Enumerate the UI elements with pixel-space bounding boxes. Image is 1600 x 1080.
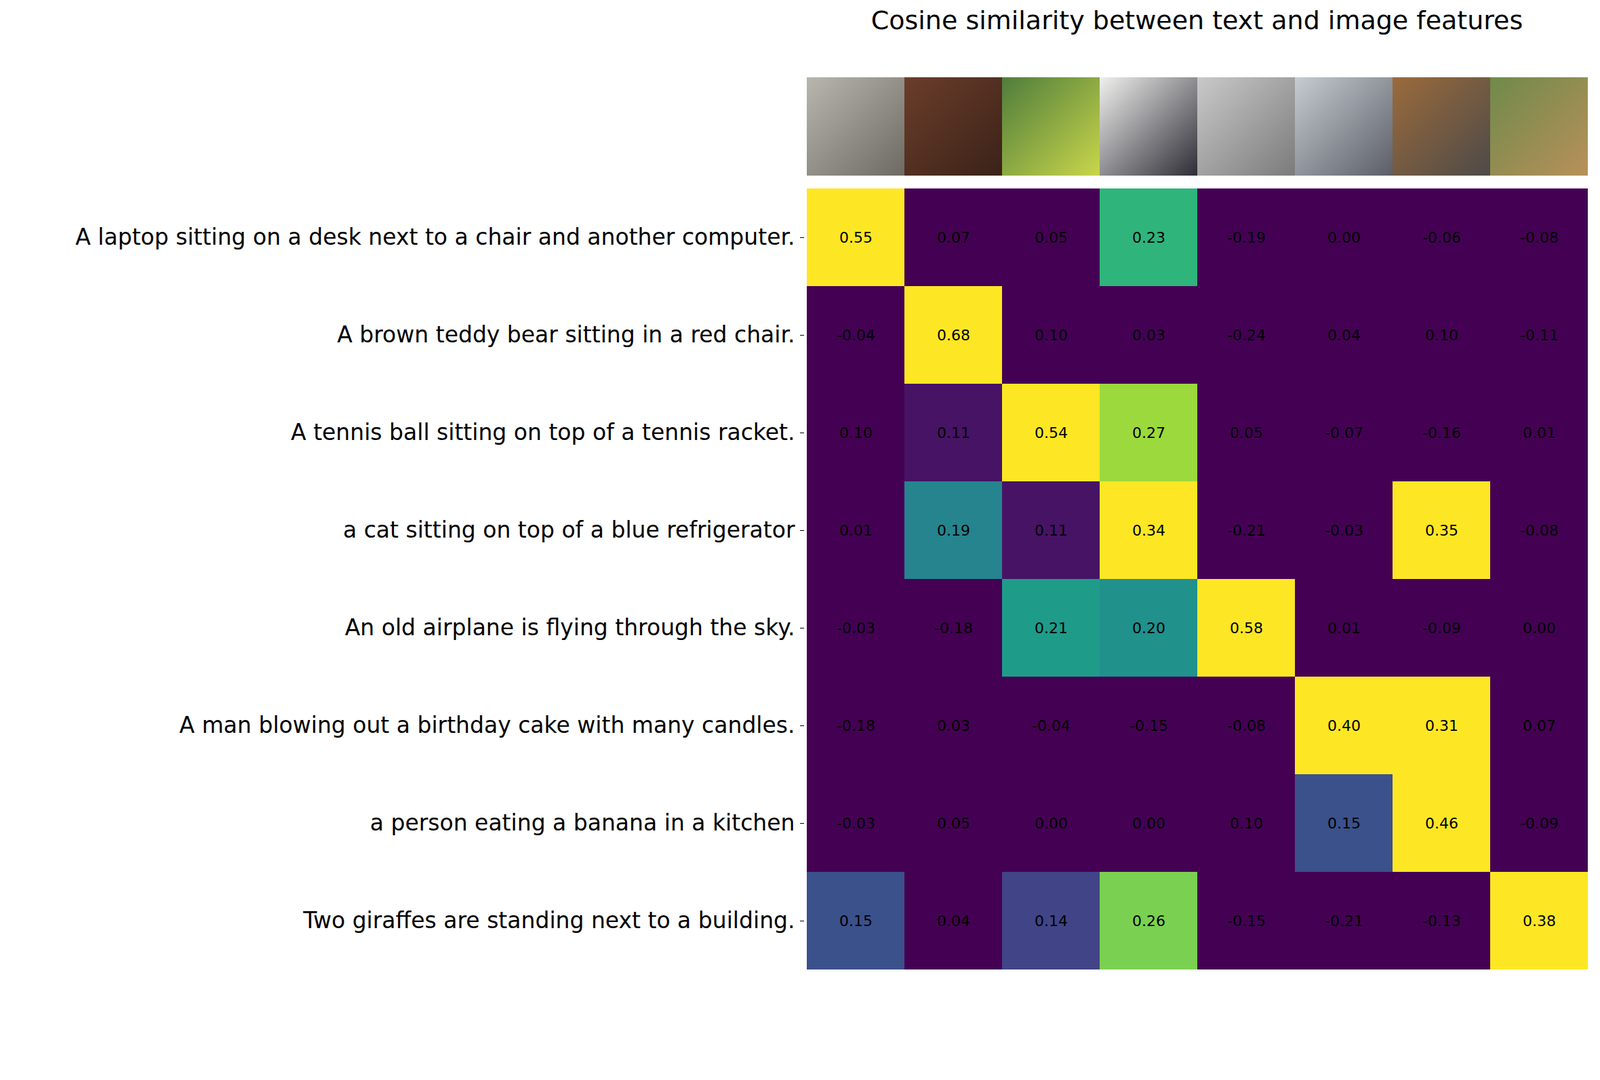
svg-text:An old airplane is flying thro: An old airplane is flying through the sk…: [345, 614, 796, 641]
svg-text:0.34: 0.34: [1132, 522, 1166, 539]
svg-text:0.05: 0.05: [936, 814, 971, 832]
svg-text:0.38: 0.38: [1522, 912, 1556, 930]
svg-text:-0.18: -0.18: [836, 717, 876, 735]
svg-text:0.10: 0.10: [1425, 326, 1459, 344]
svg-text:0.01: 0.01: [839, 522, 873, 539]
svg-text:A laptop sitting on a desk nex: A laptop sitting on a desk next to a cha…: [75, 223, 795, 251]
svg-text:-0.09: -0.09: [1422, 619, 1462, 637]
svg-text:A brown teddy bear sitting in: A brown teddy bear sitting in a red chai…: [336, 321, 795, 348]
svg-text:-0.03: -0.03: [836, 814, 876, 832]
svg-text:0.19: 0.19: [936, 522, 971, 539]
svg-text:0.55: 0.55: [839, 229, 873, 247]
svg-text:a cat sitting on top of a blue: a cat sitting on top of a blue refrigera…: [343, 516, 796, 544]
svg-text:0.15: 0.15: [1327, 814, 1361, 832]
svg-text:0.27: 0.27: [1132, 424, 1166, 442]
svg-text:-0.08: -0.08: [1520, 522, 1559, 539]
svg-text:-0.03: -0.03: [836, 619, 876, 637]
svg-text:0.04: 0.04: [1327, 326, 1361, 344]
svg-text:-0.06: -0.06: [1422, 229, 1462, 247]
svg-text:0.54: 0.54: [1034, 424, 1068, 442]
svg-text:-0.15: -0.15: [1129, 717, 1169, 735]
svg-text:a person eating a banana in a: a person eating a banana in a kitchen: [370, 809, 796, 836]
svg-text:-0.15: -0.15: [1227, 912, 1266, 930]
svg-text:0.40: 0.40: [1327, 717, 1361, 735]
svg-text:0.58: 0.58: [1229, 619, 1264, 637]
svg-text:0.11: 0.11: [1034, 522, 1068, 539]
svg-text:0.01: 0.01: [1522, 424, 1556, 442]
svg-text:0.10: 0.10: [1034, 326, 1068, 344]
svg-text:-0.18: -0.18: [934, 619, 973, 637]
svg-text:-0.11: -0.11: [1520, 326, 1559, 344]
svg-text:-0.24: -0.24: [1227, 326, 1266, 344]
svg-text:-0.07: -0.07: [1324, 424, 1364, 442]
svg-text:A man blowing out a birthday c: A man blowing out a birthday cake with m…: [179, 711, 796, 739]
svg-text:0.21: 0.21: [1034, 619, 1068, 637]
svg-text:0.07: 0.07: [1522, 717, 1556, 735]
svg-text:0.05: 0.05: [1229, 424, 1264, 442]
svg-text:-0.21: -0.21: [1227, 522, 1266, 539]
svg-text:0.00: 0.00: [1132, 814, 1166, 832]
svg-text:0.46: 0.46: [1425, 814, 1459, 832]
svg-text:Two giraffes are standing next: Two giraffes are standing next to a buil…: [302, 907, 795, 934]
svg-text:0.68: 0.68: [936, 326, 971, 344]
svg-text:0.11: 0.11: [936, 424, 971, 442]
svg-text:-0.04: -0.04: [1031, 717, 1071, 735]
svg-text:A tennis ball sitting on top o: A tennis ball sitting on top of a tennis…: [290, 418, 795, 446]
svg-text:0.00: 0.00: [1327, 229, 1361, 247]
svg-text:0.04: 0.04: [936, 912, 971, 930]
svg-text:0.07: 0.07: [936, 229, 971, 247]
svg-text:-0.09: -0.09: [1520, 814, 1559, 832]
svg-text:-0.13: -0.13: [1422, 912, 1462, 930]
svg-text:0.20: 0.20: [1132, 619, 1166, 637]
svg-text:-0.19: -0.19: [1227, 229, 1266, 247]
svg-text:0.03: 0.03: [936, 717, 971, 735]
svg-text:0.01: 0.01: [1327, 619, 1361, 637]
svg-text:0.15: 0.15: [839, 912, 873, 930]
svg-text:0.14: 0.14: [1034, 912, 1068, 930]
svg-text:-0.04: -0.04: [836, 326, 876, 344]
html-text:Cosine similarity between text: Cosine similarity between text and image…: [870, 5, 1523, 36]
svg-text:0.10: 0.10: [1229, 814, 1264, 832]
svg-text:-0.21: -0.21: [1324, 912, 1364, 930]
svg-text:0.10: 0.10: [839, 424, 873, 442]
svg-text:-0.03: -0.03: [1324, 522, 1364, 539]
svg-text:-0.16: -0.16: [1422, 424, 1462, 442]
svg-text:0.31: 0.31: [1425, 717, 1459, 735]
svg-text:0.26: 0.26: [1132, 912, 1166, 930]
svg-text:0.03: 0.03: [1132, 326, 1166, 344]
svg-text:0.35: 0.35: [1425, 522, 1459, 539]
svg-text:0.23: 0.23: [1132, 229, 1166, 247]
svg-text:0.00: 0.00: [1522, 619, 1556, 637]
svg-text:0.00: 0.00: [1034, 814, 1068, 832]
svg-text:0.05: 0.05: [1034, 229, 1068, 247]
svg-text:-0.08: -0.08: [1227, 717, 1266, 735]
svg-text:-0.08: -0.08: [1520, 229, 1559, 247]
